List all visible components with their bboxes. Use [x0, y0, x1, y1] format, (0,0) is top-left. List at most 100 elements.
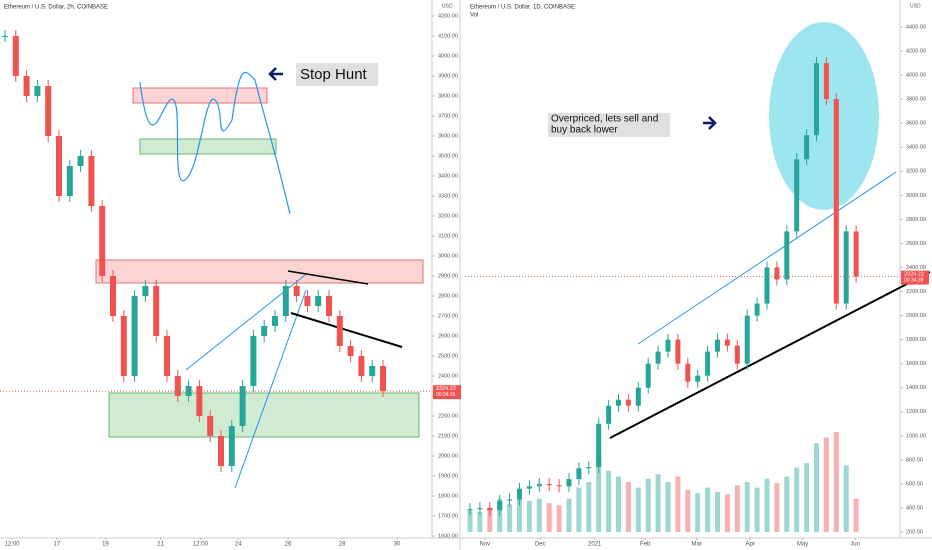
- candle: [784, 231, 790, 280]
- candle: [282, 286, 289, 316]
- candle: [164, 336, 170, 376]
- trendline: [290, 312, 403, 348]
- zone: [139, 138, 277, 155]
- volume-bar: [556, 505, 562, 532]
- highlight: [769, 22, 879, 210]
- candle: [250, 336, 257, 386]
- candle: [833, 99, 839, 304]
- y-tick-label: 3200.00: [906, 169, 926, 175]
- volume-bar: [467, 509, 473, 532]
- zone: [132, 87, 268, 104]
- volume-bar: [724, 494, 730, 532]
- price-label: 2324.22: [904, 272, 924, 278]
- candle: [369, 366, 376, 376]
- y-tick-label: 2000.00: [438, 453, 458, 459]
- candle: [576, 468, 582, 480]
- y-tick-label: 2400.00: [906, 265, 926, 271]
- y-tick-label: 1400.00: [906, 385, 926, 391]
- volume-bar: [665, 482, 671, 532]
- candle: [23, 76, 30, 96]
- y-tick-label: 2800.00: [906, 217, 926, 223]
- candle: [153, 286, 160, 336]
- y-tick-label: 2600.00: [906, 241, 926, 247]
- candle: [625, 399, 631, 406]
- candle: [174, 376, 181, 396]
- currency: USD: [910, 3, 921, 9]
- candle: [655, 351, 661, 364]
- volume-bar: [625, 482, 631, 532]
- candle: [586, 467, 592, 469]
- y-tick-label: 2000.00: [906, 313, 926, 319]
- candle: [142, 286, 149, 296]
- x-tick-label: 21: [157, 542, 164, 548]
- x-tick-label: 24: [235, 542, 242, 548]
- candle: [272, 316, 278, 326]
- trendline: [234, 289, 307, 489]
- zone: [95, 259, 424, 284]
- y-tick-label: 3000.00: [438, 253, 458, 259]
- candle: [645, 363, 651, 388]
- y-tick-label: 3800.00: [906, 97, 926, 103]
- volume-bar: [843, 465, 849, 532]
- label-box: [548, 113, 670, 137]
- candle: [196, 386, 203, 416]
- arrow: [703, 116, 717, 130]
- candle: [536, 483, 542, 487]
- volume-bar: [606, 470, 612, 532]
- volume-bar: [477, 512, 483, 532]
- candle: [304, 296, 311, 306]
- candle: [596, 423, 602, 468]
- candle: [56, 136, 62, 196]
- y-tick-label: 3600.00: [438, 133, 458, 139]
- candle: [744, 315, 750, 364]
- candle: [705, 351, 711, 376]
- y-tick-label: 4400.00: [906, 24, 926, 30]
- candle: [228, 426, 235, 466]
- y-tick-label: 2200.00: [906, 289, 926, 295]
- candle: [358, 356, 365, 376]
- y-tick-label: 1000.00: [906, 433, 926, 439]
- y-tick-label: 3700.00: [438, 113, 458, 119]
- candle: [207, 416, 214, 436]
- y-tick-label: 4100.00: [438, 33, 458, 39]
- x-tick-label: 12:00: [193, 542, 209, 548]
- volume-bar: [536, 498, 542, 532]
- x-tick-label: 12:00: [5, 542, 21, 548]
- candle: [497, 500, 503, 511]
- candle: [66, 166, 73, 196]
- candle: [675, 339, 681, 364]
- candle: [853, 231, 859, 277]
- y-tick-label: 3300.00: [438, 193, 458, 199]
- candle: [110, 276, 116, 316]
- x-tick-label: 28: [339, 542, 346, 548]
- y-tick-label: 2800.00: [438, 293, 458, 299]
- candle: [120, 316, 127, 376]
- y-tick-label: 4200.00: [438, 13, 458, 19]
- candle: [487, 507, 493, 511]
- y-tick-label: 1200.00: [906, 409, 926, 415]
- label-box: [296, 63, 378, 86]
- candle: [546, 483, 552, 486]
- volume-bar: [794, 467, 800, 532]
- candle: [814, 63, 819, 136]
- candle: [665, 339, 671, 352]
- y-tick-label: 400.00: [906, 505, 923, 511]
- volume-bar: [635, 487, 641, 532]
- y-tick-label: 2500.00: [438, 353, 458, 359]
- y-tick-label: 800.00: [906, 457, 923, 463]
- candle: [45, 86, 52, 136]
- volume-bar: [823, 437, 829, 532]
- x-tick-label: Nov: [480, 542, 491, 548]
- trendline: [609, 271, 931, 439]
- candle: [526, 486, 532, 489]
- volume-bar: [586, 482, 592, 532]
- zone: [108, 392, 420, 438]
- candle: [261, 326, 268, 336]
- candle: [635, 387, 641, 406]
- candle: [315, 296, 322, 306]
- y-tick-label: 3800.00: [438, 93, 458, 99]
- y-tick-label: 4200.00: [906, 49, 926, 55]
- y-tick-label: 2600.00: [438, 333, 458, 339]
- y-tick-label: 2900.00: [438, 273, 458, 279]
